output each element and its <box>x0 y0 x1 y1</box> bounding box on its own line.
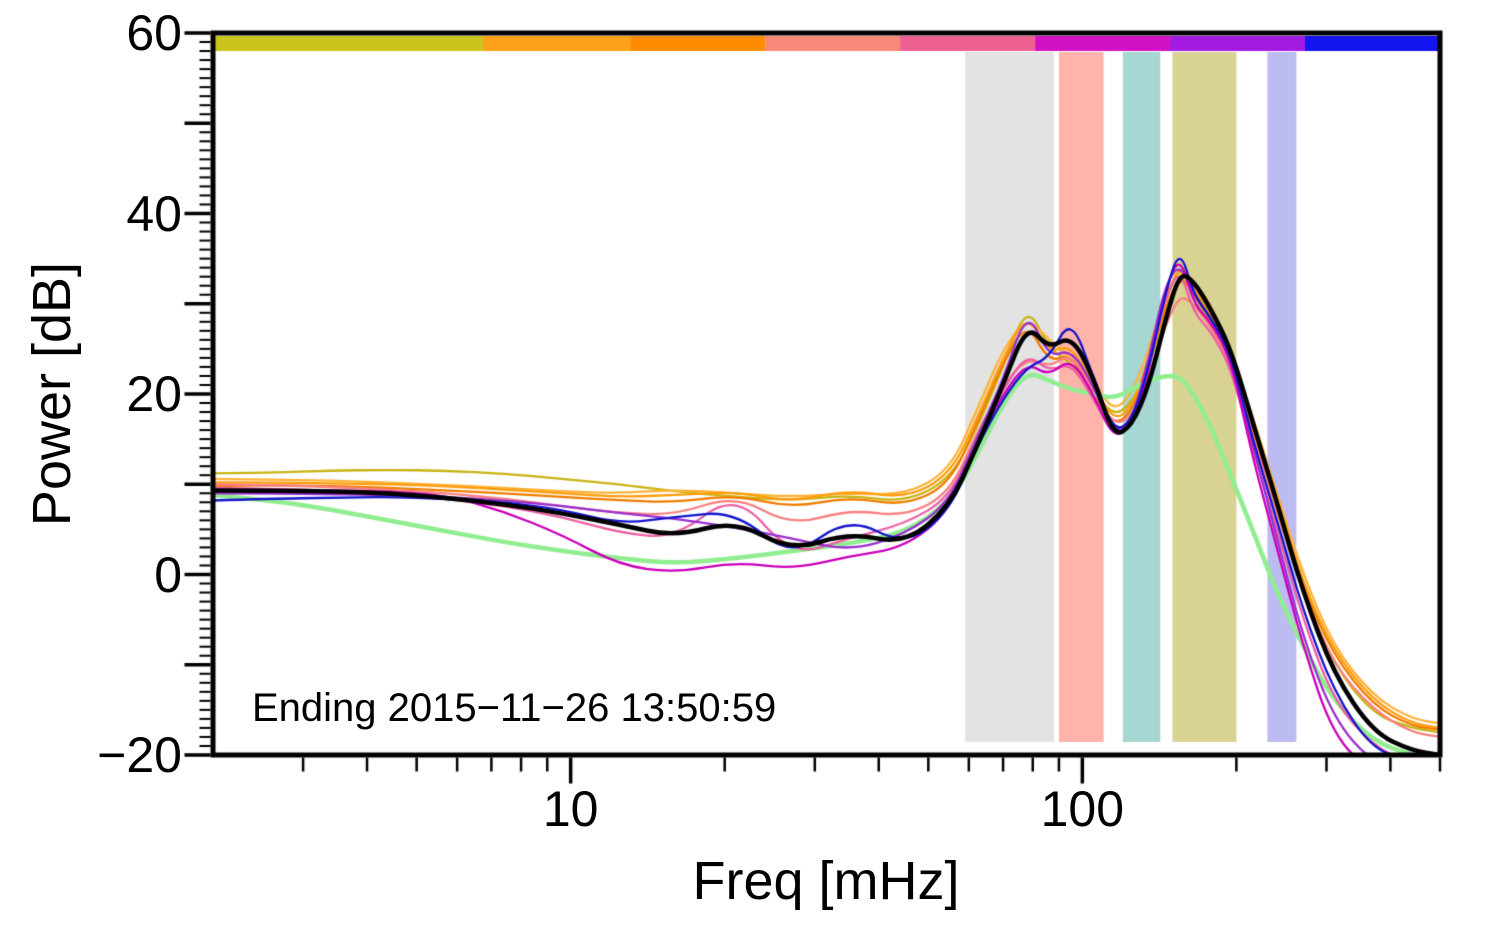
plot-canvas <box>0 0 1494 952</box>
power-spectrum-figure: Power [dB] Freq [mHz] Ending 2015−11−26 … <box>0 0 1494 952</box>
